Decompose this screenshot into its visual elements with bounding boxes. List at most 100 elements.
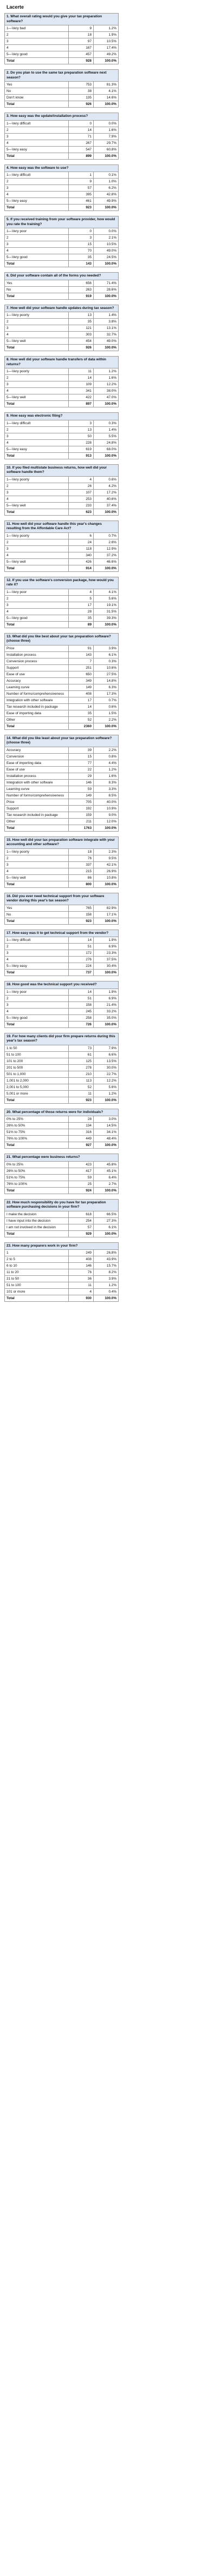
answer-label: Learning curve <box>4 785 69 793</box>
table-row: 21 to 50 36 3.9% <box>4 1275 119 1282</box>
answer-percent: 100.0% <box>93 1187 119 1194</box>
answer-percent: 0.0% <box>93 120 119 127</box>
answer-count: 14 <box>68 988 94 996</box>
answer-label: 2 <box>4 943 69 950</box>
answer-count: 623 <box>68 508 94 516</box>
answer-percent: 100.0% <box>93 400 119 407</box>
answer-label: 5—Very well <box>4 338 69 345</box>
answer-count: 172 <box>68 950 94 957</box>
answer-count: 76 <box>68 1269 94 1276</box>
answer-label: 1—Very poorly <box>4 532 69 539</box>
question-title-row: 5. If you received training from your so… <box>4 216 119 228</box>
table-row: Tax research included in package 159 9.0% <box>4 811 119 819</box>
table-row: Accuracy 39 2.2% <box>4 746 119 754</box>
answer-percent: 100.0% <box>93 57 119 64</box>
answer-label: Total <box>4 452 69 459</box>
answer-label: 5—Very easy <box>4 445 69 453</box>
answer-label: 1—Very difficult <box>4 937 69 944</box>
answer-percent: 38.0% <box>93 387 119 394</box>
answer-count: 146 <box>68 779 94 786</box>
answer-percent: 49.2% <box>93 51 119 58</box>
table-row: Integration with other software 17 0.7% <box>4 696 119 704</box>
answer-percent: 6.3% <box>93 683 119 691</box>
answer-count: 267 <box>68 139 94 147</box>
answer-count: 18 <box>68 848 94 855</box>
answer-label: 2 <box>4 595 69 602</box>
answer-percent: 100.0% <box>93 1020 119 1028</box>
table-row: 4 253 40.6% <box>4 495 119 503</box>
question-title: 20. What percentage of those returns wer… <box>4 1108 119 1116</box>
answer-count: 249 <box>68 1249 94 1256</box>
answer-count: 705 <box>68 798 94 806</box>
table-row: Installation process 29 1.6% <box>4 772 119 780</box>
answer-percent: 66.5% <box>93 1210 119 1218</box>
total-row: Total 927 100.0% <box>4 1142 119 1149</box>
answer-label: 26% to 50% <box>4 1167 69 1175</box>
total-row: Total 2360 100.0% <box>4 722 119 730</box>
answer-count: 118 <box>68 545 94 552</box>
table-row: Installation process 143 6.1% <box>4 651 119 658</box>
question-block: 18. How good was the technical support y… <box>4 981 119 1028</box>
answer-label: 5—Very good <box>4 51 69 58</box>
answer-label: 5,001 or more <box>4 1090 69 1097</box>
answer-count: 35 <box>68 254 94 261</box>
answer-label: 4 <box>4 387 69 394</box>
table-row: 4 303 32.7% <box>4 331 119 338</box>
answer-percent: 4.2% <box>93 482 119 490</box>
table-row: 2 51 6.9% <box>4 994 119 1002</box>
answer-percent: 45.8% <box>93 1161 119 1168</box>
answer-label: Price <box>4 798 69 806</box>
question-title-row: 16. Did you ever need technical support … <box>4 892 119 905</box>
question-block: 16. Did you ever need technical support … <box>4 892 119 925</box>
answer-label: Total <box>4 508 69 516</box>
table-row: Support 192 10.9% <box>4 805 119 812</box>
answer-percent: 6.6% <box>93 1051 119 1058</box>
answer-count: 4 <box>68 476 94 483</box>
answer-percent: 23.3% <box>93 950 119 957</box>
answer-label: 5—Very good <box>4 254 69 261</box>
answer-count: 224 <box>68 963 94 970</box>
answer-label: 3 <box>4 601 69 609</box>
answer-percent: 43.9% <box>93 1256 119 1263</box>
answer-percent: 100.0% <box>93 1096 119 1104</box>
answer-label: 2 <box>4 426 69 433</box>
answer-label: Number of forms/comprehensiveness <box>4 792 69 799</box>
question-title: 21. What percentage were business return… <box>4 1154 119 1162</box>
answer-label: 4 <box>4 331 69 338</box>
answer-count: 656 <box>68 279 94 287</box>
questions-list: 1. What overall rating would you give yo… <box>4 13 217 1302</box>
answer-percent: 1.4% <box>93 426 119 433</box>
table-row: 501 to 1,000 210 22.7% <box>4 1070 119 1078</box>
answer-count: 25 <box>68 1180 94 1188</box>
answer-count: 14 <box>68 126 94 134</box>
answer-label: 3 <box>4 545 69 552</box>
question-title-row: 18. How good was the technical support y… <box>4 981 119 989</box>
table-row: 5—Very well 426 46.6% <box>4 558 119 565</box>
answer-percent: 37.5% <box>93 956 119 963</box>
answer-label: 0% to 25% <box>4 1116 69 1123</box>
table-row: 201 to 500 278 30.0% <box>4 1064 119 1071</box>
answer-count: 926 <box>68 101 94 108</box>
question-block: 2. Do you plan to use the same tax prepa… <box>4 69 119 108</box>
answer-label: 2 <box>4 178 69 185</box>
question-table: 22. How much responsibility do you have … <box>4 1198 119 1237</box>
question-title-row: 4. How easy was the software to use? <box>4 164 119 172</box>
table-row: No 38 4.1% <box>4 88 119 95</box>
answer-count: 228 <box>68 439 94 446</box>
answer-label: 1—Very poorly <box>4 476 69 483</box>
answer-count: 3 <box>68 234 94 241</box>
answer-count: 926 <box>68 344 94 351</box>
answer-percent: 6.1% <box>93 651 119 658</box>
question-title: 5. If you received training from your so… <box>4 216 119 228</box>
answer-count: 449 <box>68 1135 94 1142</box>
answer-percent: 3.9% <box>93 1275 119 1282</box>
answer-count: 303 <box>68 331 94 338</box>
answer-count: 107 <box>68 489 94 496</box>
answer-label: 5—Very well <box>4 394 69 401</box>
table-row: 4 70 49.0% <box>4 247 119 254</box>
question-title-row: 19. For how many clients did your firm p… <box>4 1032 119 1045</box>
answer-count: 6 <box>68 532 94 539</box>
table-row: 2 to 5 408 43.9% <box>4 1256 119 1263</box>
answer-count: 71 <box>68 133 94 140</box>
answer-count: 159 <box>68 811 94 819</box>
